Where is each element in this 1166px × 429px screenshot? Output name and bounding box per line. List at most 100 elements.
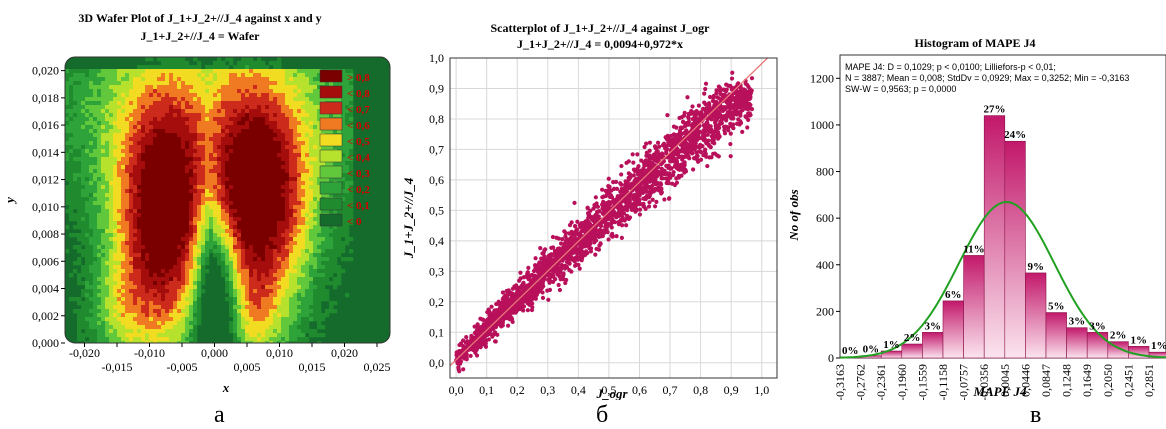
contour-cell [101, 229, 105, 233]
contour-cell [177, 209, 181, 213]
contour-cell [81, 93, 85, 97]
contour-cell [289, 133, 293, 137]
contour-cell [297, 161, 301, 165]
contour-cell [129, 269, 133, 273]
contour-cell [125, 281, 129, 285]
contour-cell [285, 265, 289, 269]
contour-cell [161, 129, 165, 133]
contour-cell [101, 169, 105, 173]
contour-cell [133, 309, 137, 313]
contour-cell [277, 117, 281, 121]
contour-cell [121, 337, 125, 341]
contour-cell [313, 189, 317, 193]
contour-cell [237, 81, 241, 85]
contour-cell [201, 113, 205, 117]
contour-cell [141, 117, 145, 121]
contour-cell [201, 133, 205, 137]
y-tick-label: 0,006 [32, 254, 59, 268]
contour-cell [113, 289, 117, 293]
contour-cell [241, 209, 245, 213]
contour-cell [305, 109, 309, 113]
contour-cell [89, 145, 93, 149]
contour-cell [237, 105, 241, 109]
contour-cell [69, 185, 73, 189]
contour-cell [293, 229, 297, 233]
contour-cell [241, 333, 245, 337]
contour-cell [157, 329, 161, 333]
contour-cell [201, 253, 205, 257]
contour-cell [153, 149, 157, 153]
contour-cell [225, 197, 229, 201]
contour-cell [177, 173, 181, 177]
contour-cell [221, 237, 225, 241]
contour-cell [173, 105, 177, 109]
contour-cell [285, 233, 289, 237]
contour-cell [297, 149, 301, 153]
contour-cell [117, 125, 121, 129]
contour-cell [185, 181, 189, 185]
contour-cell [269, 273, 273, 277]
contour-cell [105, 165, 109, 169]
contour-cell [281, 265, 285, 269]
contour-cell [125, 257, 129, 261]
contour-cell [181, 85, 185, 89]
contour-cell [197, 133, 201, 137]
contour-cell [193, 93, 197, 97]
contour-cell [289, 309, 293, 313]
contour-cell [97, 313, 101, 317]
contour-cell [85, 153, 89, 157]
contour-cell [137, 65, 141, 69]
contour-cell [301, 97, 305, 101]
contour-cell [257, 69, 261, 73]
contour-cell [133, 189, 137, 193]
contour-cell [253, 305, 257, 309]
contour-cell [169, 249, 173, 253]
legend-swatch [320, 166, 342, 178]
contour-cell [221, 257, 225, 261]
contour-cell [141, 177, 145, 181]
contour-cell [185, 113, 189, 117]
contour-cell [213, 81, 217, 85]
contour-cell [261, 285, 265, 289]
contour-cell [297, 157, 301, 161]
contour-cell [181, 193, 185, 197]
contour-cell [121, 229, 125, 233]
contour-cell [289, 93, 293, 97]
contour-cell [101, 245, 105, 249]
contour-cell [181, 213, 185, 217]
contour-cell [73, 201, 77, 205]
contour-cell [289, 205, 293, 209]
contour-cell [217, 101, 221, 105]
contour-cell [217, 149, 221, 153]
contour-cell [153, 253, 157, 257]
contour-cell [301, 185, 305, 189]
contour-cell [93, 129, 97, 133]
contour-cell [125, 125, 129, 129]
contour-cell [153, 125, 157, 129]
contour-cell [161, 285, 165, 289]
contour-cell [273, 305, 277, 309]
contour-cell [269, 101, 273, 105]
contour-cell [229, 129, 233, 133]
contour-cell [137, 157, 141, 161]
contour-cell [117, 93, 121, 97]
contour-cell [253, 157, 257, 161]
contour-cell [101, 293, 105, 297]
contour-cell [305, 185, 309, 189]
contour-cell [109, 189, 113, 193]
contour-cell [209, 117, 213, 121]
contour-cell [121, 157, 125, 161]
contour-cell [101, 165, 105, 169]
contour-cell [273, 261, 277, 265]
contour-cell [237, 97, 241, 101]
contour-cell [301, 261, 305, 265]
contour-cell [165, 273, 169, 277]
contour-cell [137, 293, 141, 297]
contour-cell [177, 137, 181, 141]
contour-cell [213, 73, 217, 77]
contour-cell [257, 189, 261, 193]
contour-cell [133, 317, 137, 321]
contour-cell [97, 305, 101, 309]
contour-cell [113, 189, 117, 193]
contour-cell [213, 113, 217, 117]
